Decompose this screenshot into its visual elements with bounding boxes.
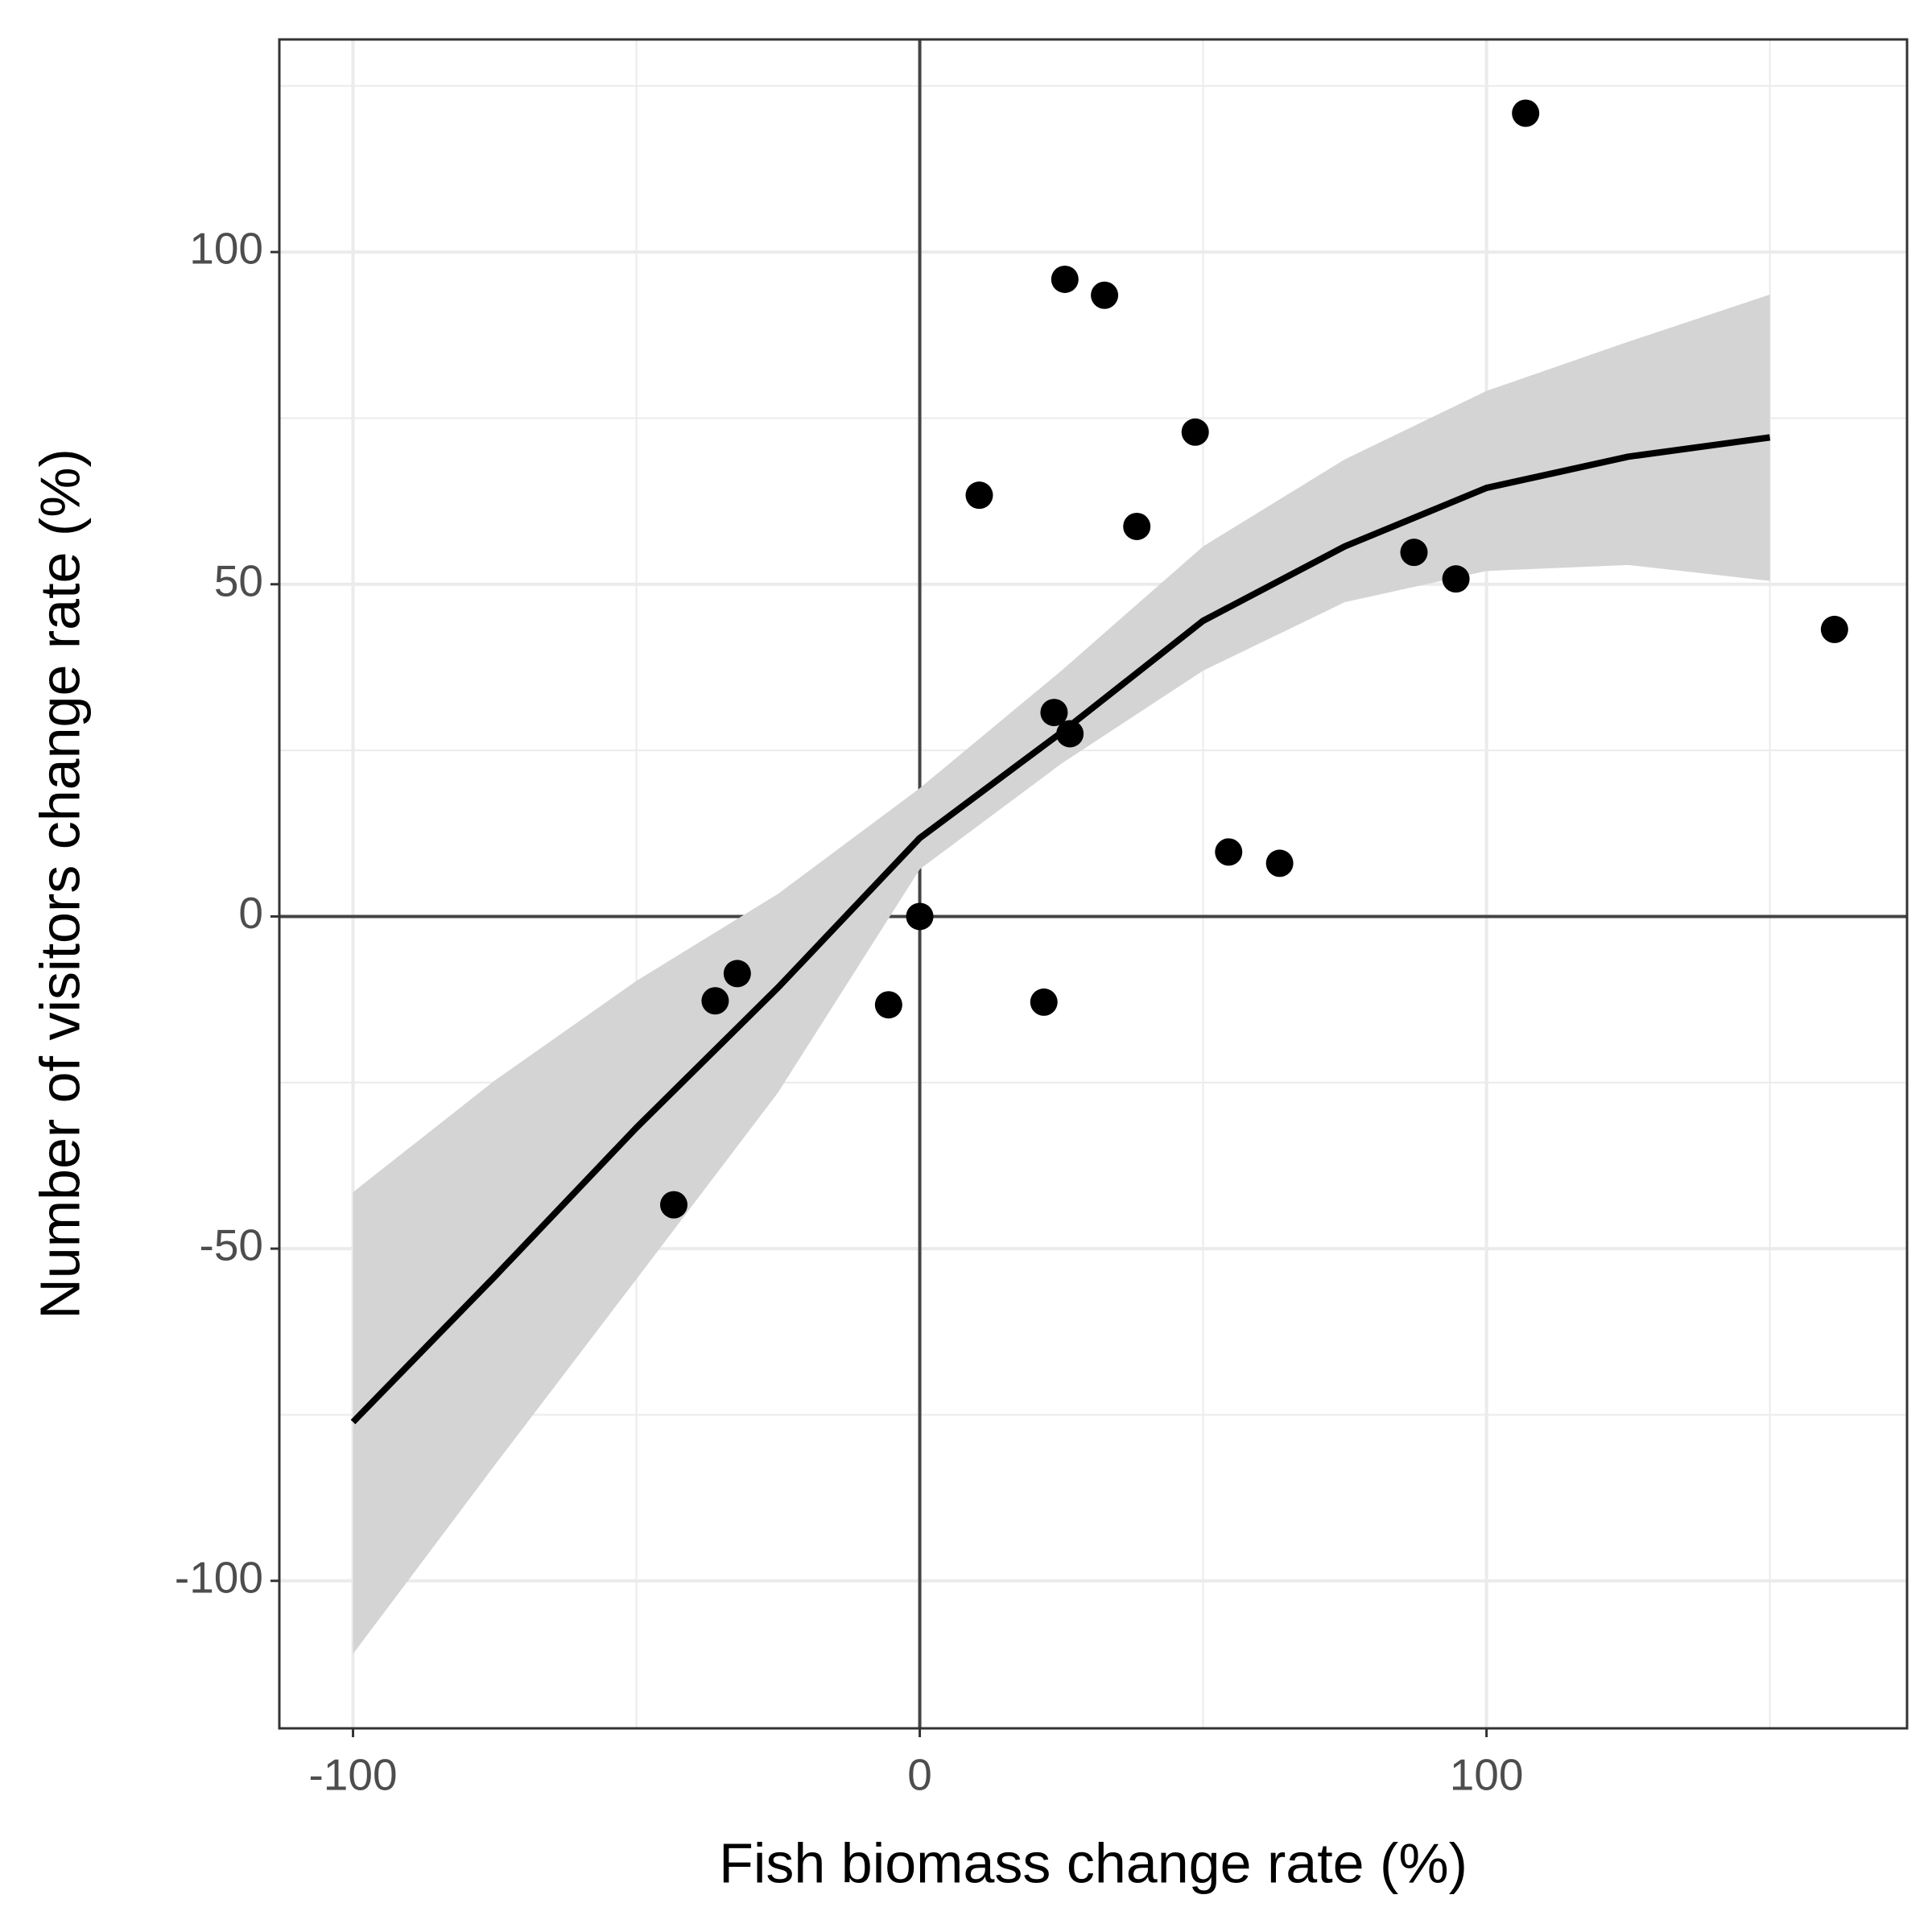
point xyxy=(723,960,751,988)
point xyxy=(1265,849,1294,877)
y-tick-label: 100 xyxy=(189,224,263,274)
point xyxy=(1056,720,1084,748)
x-tick-label: 100 xyxy=(1450,1750,1524,1800)
point xyxy=(1123,512,1151,540)
point xyxy=(701,987,729,1015)
point xyxy=(1400,539,1428,567)
y-tick-label: -100 xyxy=(175,1552,263,1602)
point xyxy=(1051,265,1079,293)
point xyxy=(1820,615,1848,643)
point xyxy=(660,1191,688,1219)
y-tick-label: 0 xyxy=(238,888,263,938)
point xyxy=(1512,99,1540,127)
x-axis-title: Fish biomass change rate (%) xyxy=(719,1831,1468,1894)
point xyxy=(906,902,934,931)
point xyxy=(965,481,993,510)
y-tick-label: -50 xyxy=(200,1220,264,1270)
y-axis-title: Number of visitors change rate (%) xyxy=(28,448,91,1319)
confidence-band xyxy=(353,294,1770,1654)
point xyxy=(1181,418,1209,446)
panel-border xyxy=(278,38,1909,1730)
point xyxy=(1091,281,1119,309)
point xyxy=(1040,699,1068,727)
y-tick-label: 50 xyxy=(214,555,263,605)
point xyxy=(1442,565,1470,593)
point xyxy=(1030,988,1058,1016)
point xyxy=(1215,838,1243,866)
point xyxy=(874,991,902,1019)
x-tick-label: 0 xyxy=(907,1750,932,1800)
x-tick-label: -100 xyxy=(308,1750,397,1800)
